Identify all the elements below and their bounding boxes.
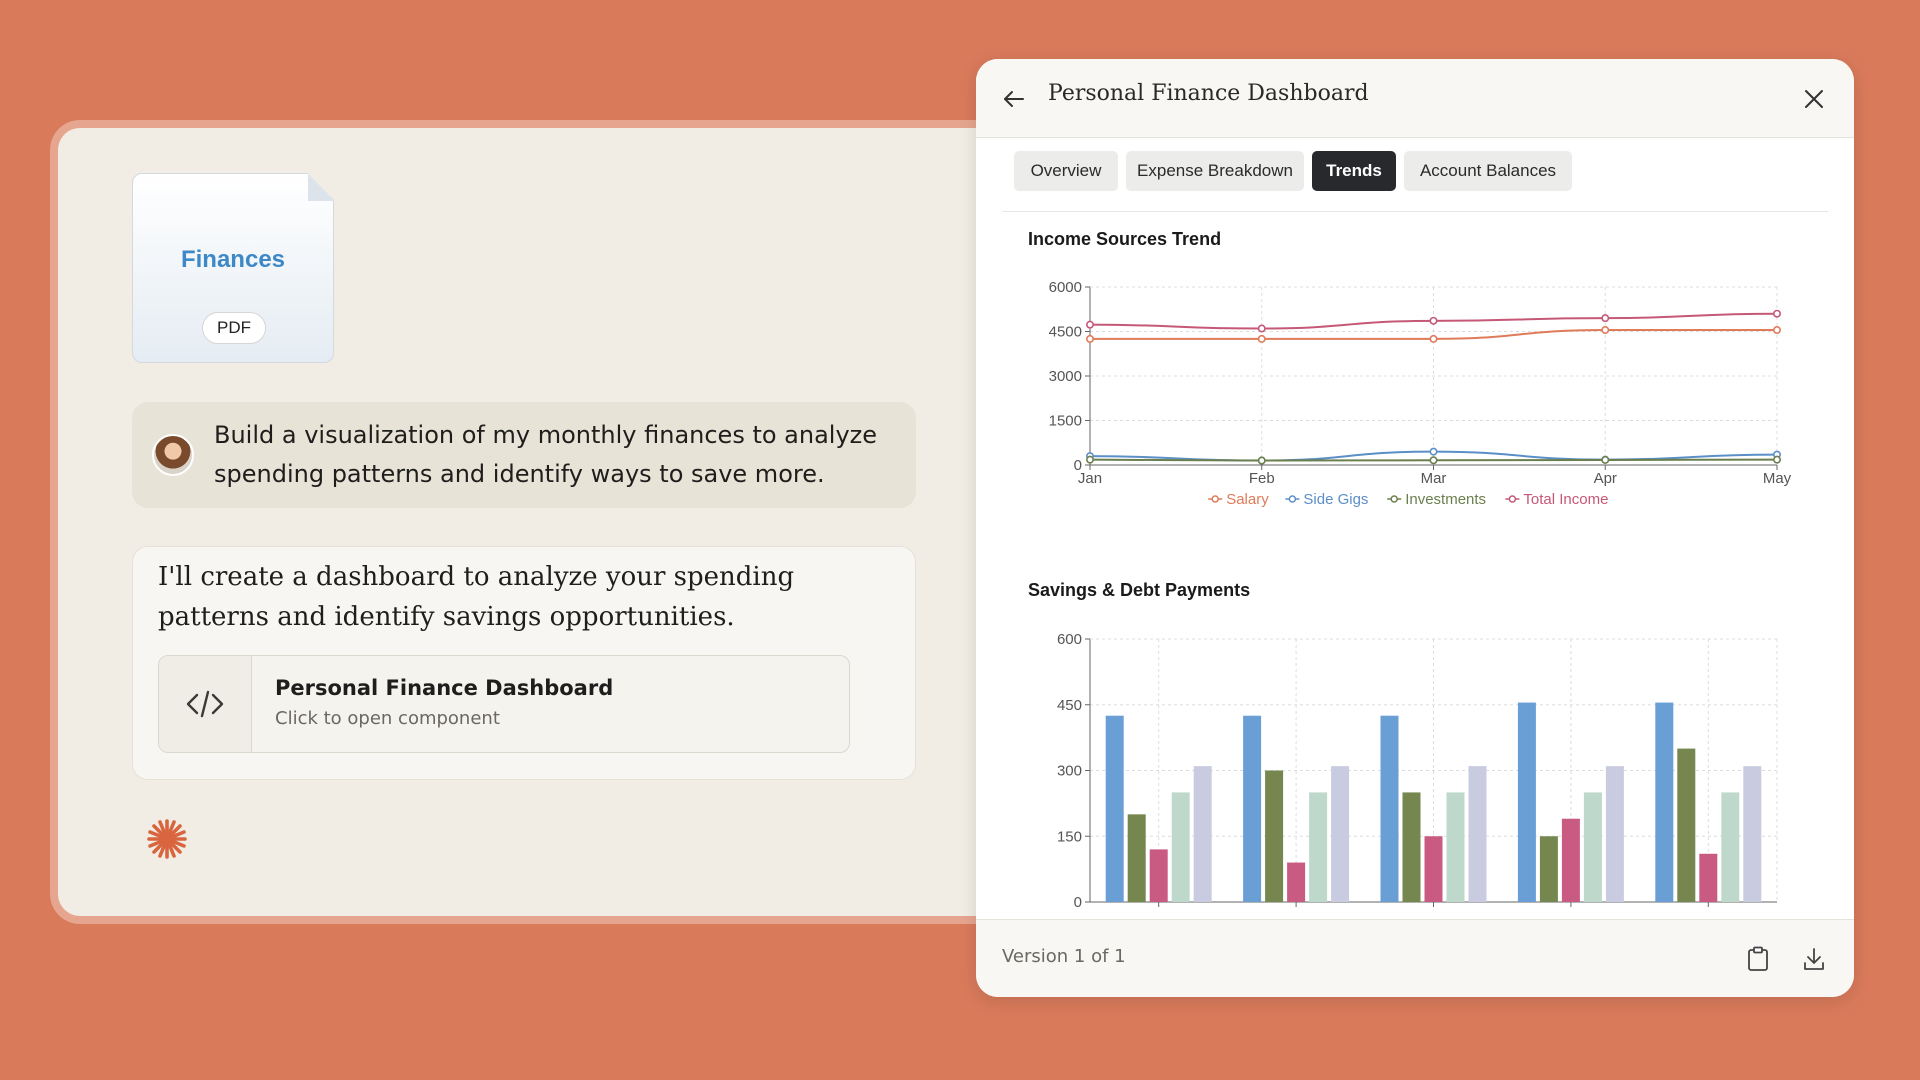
file-type-badge: PDF [202,312,266,344]
bar-car-loan [1193,766,1212,902]
user-avatar [152,434,194,476]
tab-divider [1002,211,1828,212]
bar-emergency-fund [1677,748,1696,902]
bar-emergency-fund [1539,836,1558,902]
panel-header: Personal Finance Dashboard [976,59,1854,138]
legend-label-side-gigs: Side Gigs [1303,491,1368,508]
data-point-total-income [1257,324,1266,333]
legend-marker-investments [1390,495,1398,503]
data-point-total-income [1601,314,1610,323]
data-point-total-income [1429,316,1438,325]
data-point-investments [1429,456,1438,465]
bar-retirement [1517,702,1536,902]
data-point-salary [1257,334,1266,343]
artifact-title: Personal Finance Dashboard [275,676,614,700]
bar-car-loan [1468,766,1487,902]
chat-window: Finances PDF Build a visualization of my… [58,128,1058,916]
data-point-investments [1772,455,1781,464]
file-title: Finances [180,246,286,273]
y-tick-label: 0 [1074,894,1082,909]
y-tick-label: 4500 [1049,324,1082,341]
bar-student-loan [1309,792,1328,902]
bar-retirement [1655,702,1674,902]
bar-credit-card [1699,853,1718,902]
tab-account-balances[interactable]: Account Balances [1404,151,1572,191]
x-tick-label: Jan [1078,470,1102,487]
bar-student-loan [1446,792,1465,902]
panel-title: Personal Finance Dashboard [1048,81,1369,106]
bar-emergency-fund [1402,792,1421,902]
download-icon[interactable] [1802,946,1826,972]
y-tick-label: 0 [1074,457,1082,474]
data-point-total-income [1772,309,1781,318]
bar-credit-card [1287,862,1306,902]
y-tick-label: 3000 [1049,368,1082,385]
artifact-open-button[interactable]: Personal Finance Dashboard Click to open… [158,655,850,753]
x-tick-label: Feb [1249,470,1275,487]
savings-chart-title: Savings & Debt Payments [1028,580,1251,600]
data-point-side-gigs [1429,447,1438,456]
bar-car-loan [1605,766,1624,902]
legend-marker-salary [1211,495,1219,503]
bar-car-loan [1331,766,1350,902]
data-point-salary [1772,326,1781,335]
y-tick-label: 1500 [1049,413,1082,430]
bar-credit-card [1561,818,1580,902]
legend-marker-total-income [1508,495,1517,503]
y-tick-label: 150 [1057,828,1082,845]
clipboard-icon[interactable] [1746,946,1770,972]
bar-retirement [1380,715,1399,902]
bar-retirement [1243,715,1262,902]
user-message-bubble: Build a visualization of my monthly fina… [132,402,916,508]
data-point-investments [1086,455,1095,464]
close-icon[interactable] [1802,87,1826,111]
bar-retirement [1105,715,1124,902]
legend-label-total-income: Total Income [1523,491,1608,508]
legend-marker-side-gigs [1288,495,1297,503]
y-tick-label: 600 [1057,631,1082,648]
assistant-message-text: I'll create a dashboard to analyze your … [158,562,795,632]
assistant-message: I'll create a dashboard to analyze your … [132,546,916,780]
data-point-investments [1257,456,1266,465]
x-tick-label: Apr [1594,470,1617,487]
bar-emergency-fund [1265,770,1284,902]
bar-student-loan [1721,792,1740,902]
data-point-salary [1086,334,1095,343]
data-point-salary [1429,334,1438,343]
bar-emergency-fund [1127,814,1146,902]
asterisk-spark-icon [147,819,187,859]
code-icon [186,690,224,718]
income-chart-title: Income Sources Trend [1028,229,1222,249]
bar-student-loan [1583,792,1602,902]
data-point-salary [1601,326,1610,335]
bar-car-loan [1743,766,1762,902]
legend-label-investments: Investments [1405,491,1486,508]
bar-credit-card [1424,836,1443,902]
tab-overview[interactable]: Overview [1014,151,1118,191]
data-point-total-income [1086,320,1095,329]
y-tick-label: 450 [1057,697,1082,714]
version-label: Version 1 of 1 [1002,946,1126,967]
y-tick-label: 6000 [1049,279,1082,296]
x-tick-label: May [1763,470,1792,487]
x-tick-label: Mar [1421,470,1447,487]
bar-credit-card [1149,849,1168,902]
savings-debt-chart: 0150300450600JanFebMarAprMayRetirementEm… [1057,631,1778,909]
tab-trends[interactable]: Trends [1312,151,1396,191]
file-attachment-card[interactable]: Finances PDF [132,173,334,363]
artifact-icon-box [159,656,252,752]
bar-student-loan [1171,792,1190,902]
y-tick-label: 300 [1057,763,1082,780]
legend-label-salary: Salary [1226,491,1269,508]
data-point-investments [1601,455,1610,464]
panel-footer: Version 1 of 1 [976,919,1854,997]
artifact-panel: Personal Finance Dashboard Overview Expe… [976,59,1854,997]
arrow-left-icon[interactable] [1002,87,1026,111]
file-corner-fold [308,173,334,201]
income-sources-chart: 0 1500 3000 4500 6000 Jan Feb Mar Apr May Salary Si… [1049,279,1792,508]
artifact-subtitle: Click to open component [275,708,500,729]
tab-expense-breakdown[interactable]: Expense Breakdown [1126,151,1304,191]
user-message-text: Build a visualization of my monthly fina… [214,421,878,488]
